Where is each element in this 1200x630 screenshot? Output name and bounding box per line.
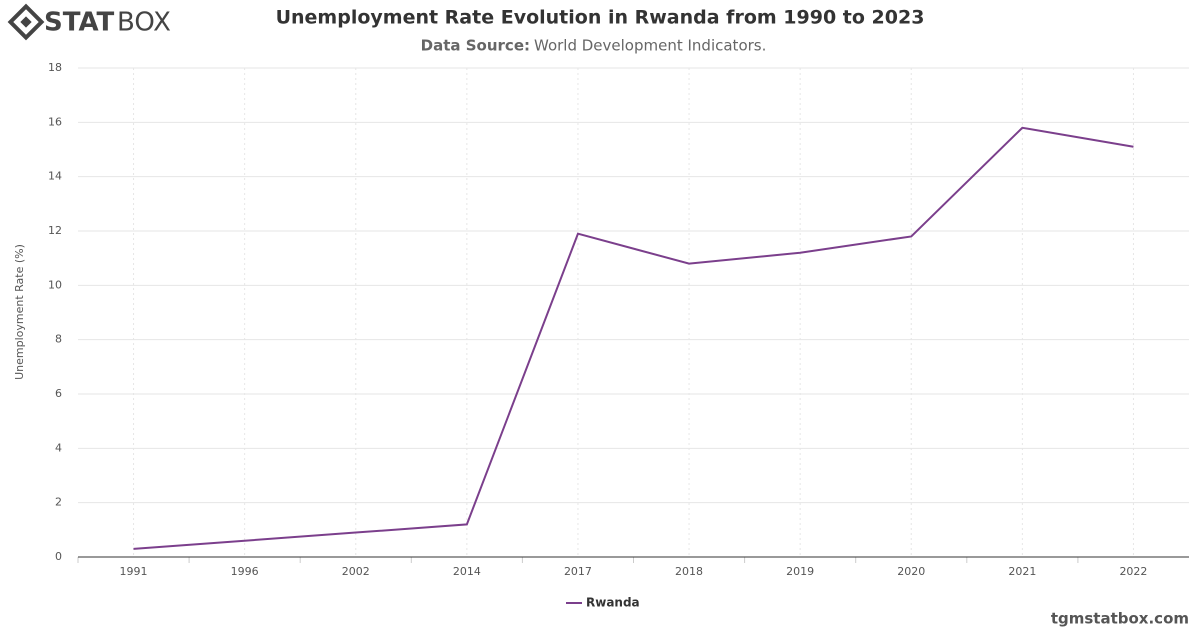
y-tick-label: 4 [55,441,62,454]
y-tick-label: 16 [48,115,62,128]
x-tick-label: 2002 [342,565,370,578]
footer: tgmstatbox.com [1051,610,1189,628]
y-tick-label: 12 [48,224,62,237]
x-tick-label: 2021 [1008,565,1036,578]
y-tick-label: 10 [48,278,62,291]
x-tick-label: 2020 [897,565,925,578]
logo-light: BOX [117,8,171,38]
y-axis-label: Unemployment Rate (%) [13,244,26,380]
subtitle: World Development Indicators. [534,37,766,55]
subtitle-label: Data Source: [421,37,530,55]
x-tick-label: 2019 [786,565,814,578]
y-tick-label: 14 [48,170,62,183]
line [133,126,1134,550]
y-tick-label: 2 [55,496,62,509]
x-tick-label: 1991 [120,565,148,578]
y-tick-label: 0 [55,550,62,563]
legend-label: Rwanda [586,596,640,610]
x-tick-label: 2022 [1119,565,1147,578]
y-tick-label: 18 [48,61,62,74]
y-tick-label: 6 [55,387,62,400]
logo-bold: STAT [44,8,115,38]
x-tick-label: 2017 [564,565,592,578]
logo-icon [7,3,45,41]
chart-title: Unemployment Rate Evolution in Rwanda fr… [276,7,925,29]
logo: STAT BOX [7,3,171,41]
x-tick-label: 1996 [231,565,259,578]
y-tick-label: 8 [55,333,62,346]
x-tick-label: 2018 [675,565,703,578]
x-tick-label: 2014 [453,565,481,578]
